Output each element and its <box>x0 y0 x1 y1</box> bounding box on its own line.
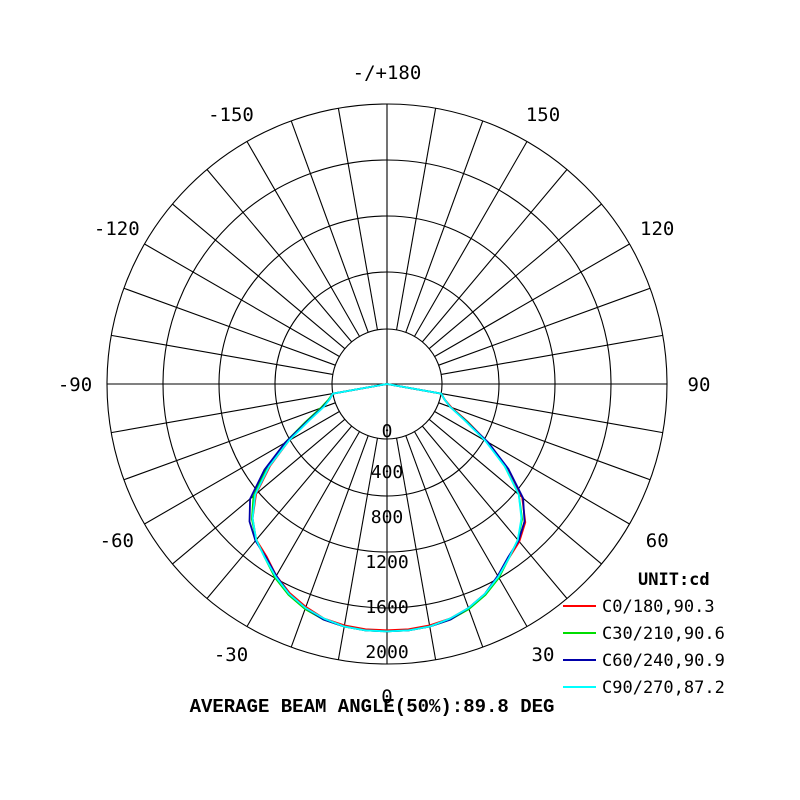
legend-label: C0/180,90.3 <box>602 597 715 617</box>
grid-spoke <box>246 431 360 627</box>
grid-spoke <box>428 203 602 350</box>
radial-tick-label: 800 <box>371 507 404 528</box>
grid-spoke <box>396 438 437 660</box>
grid-spoke <box>290 435 369 648</box>
average-beam-angle: AVERAGE BEAM ANGLE(50%):89.8 DEG <box>190 696 555 718</box>
grid-spoke <box>421 169 568 343</box>
legend-label: C90/270,87.2 <box>602 678 725 698</box>
grid-spoke <box>172 418 346 565</box>
grid-spoke <box>414 141 528 337</box>
grid-spoke <box>434 411 630 525</box>
radial-tick-label: 1600 <box>365 597 408 618</box>
angle-label: 90 <box>688 374 711 396</box>
grid-spoke <box>421 425 568 599</box>
grid-spoke <box>123 402 336 481</box>
grid-spoke <box>405 120 484 333</box>
grid-spoke <box>172 203 346 350</box>
radial-tick-label: 1200 <box>365 552 408 573</box>
grid-spokes <box>107 104 667 664</box>
grid-spoke <box>144 243 340 357</box>
radial-tick-label: 0 <box>382 421 393 442</box>
grid-spoke <box>111 393 333 434</box>
unit-label: UNIT:cd <box>638 570 710 590</box>
grid-spoke <box>428 418 602 565</box>
angle-label: 30 <box>532 644 555 666</box>
radial-labels: 0 400 800 1200 1600 2000 <box>365 421 408 663</box>
angle-label: -150 <box>208 104 254 126</box>
grid-spoke <box>144 411 340 525</box>
grid-spoke <box>290 120 369 333</box>
angle-label: 60 <box>646 530 669 552</box>
angle-labels: 0 30 60 90 120 150 -/+180 -150 -120 -90 -60 -30 <box>58 62 711 708</box>
angle-label: -90 <box>58 374 92 396</box>
grid-spoke <box>111 334 333 375</box>
grid-spoke <box>337 438 378 660</box>
grid-spoke <box>405 435 484 648</box>
grid-spoke <box>441 393 663 434</box>
grid-spoke <box>206 169 353 343</box>
angle-label: 150 <box>526 104 560 126</box>
legend-label: C60/240,90.9 <box>602 651 725 671</box>
grid-spoke <box>438 402 651 481</box>
grid-spoke <box>414 431 528 627</box>
angle-label: -60 <box>100 530 134 552</box>
angle-label: -120 <box>94 218 140 240</box>
grid-spoke <box>246 141 360 337</box>
angle-label: -30 <box>214 644 248 666</box>
series-lines <box>248 383 527 633</box>
legend-items: C0/180,90.3 C30/210,90.6 C60/240,90.9 C90/2… <box>563 597 725 698</box>
grid-spoke <box>396 108 437 330</box>
grid-spoke <box>206 425 353 599</box>
legend: UNIT:cd C0/180,90.3 C30/210,90.6 C60/240,9… <box>563 570 725 698</box>
series-line <box>251 383 523 633</box>
grid-spoke <box>123 287 336 366</box>
radial-tick-label: 2000 <box>365 642 408 663</box>
grid-spoke <box>438 287 651 366</box>
angle-label: 120 <box>640 218 674 240</box>
grid-spoke <box>337 108 378 330</box>
angle-label: 0 <box>381 686 392 708</box>
legend-label: C30/210,90.6 <box>602 624 725 644</box>
grid-spoke <box>434 243 630 357</box>
grid-spoke <box>441 334 663 375</box>
angle-label: -/+180 <box>353 62 422 84</box>
radial-tick-label: 400 <box>371 462 404 483</box>
